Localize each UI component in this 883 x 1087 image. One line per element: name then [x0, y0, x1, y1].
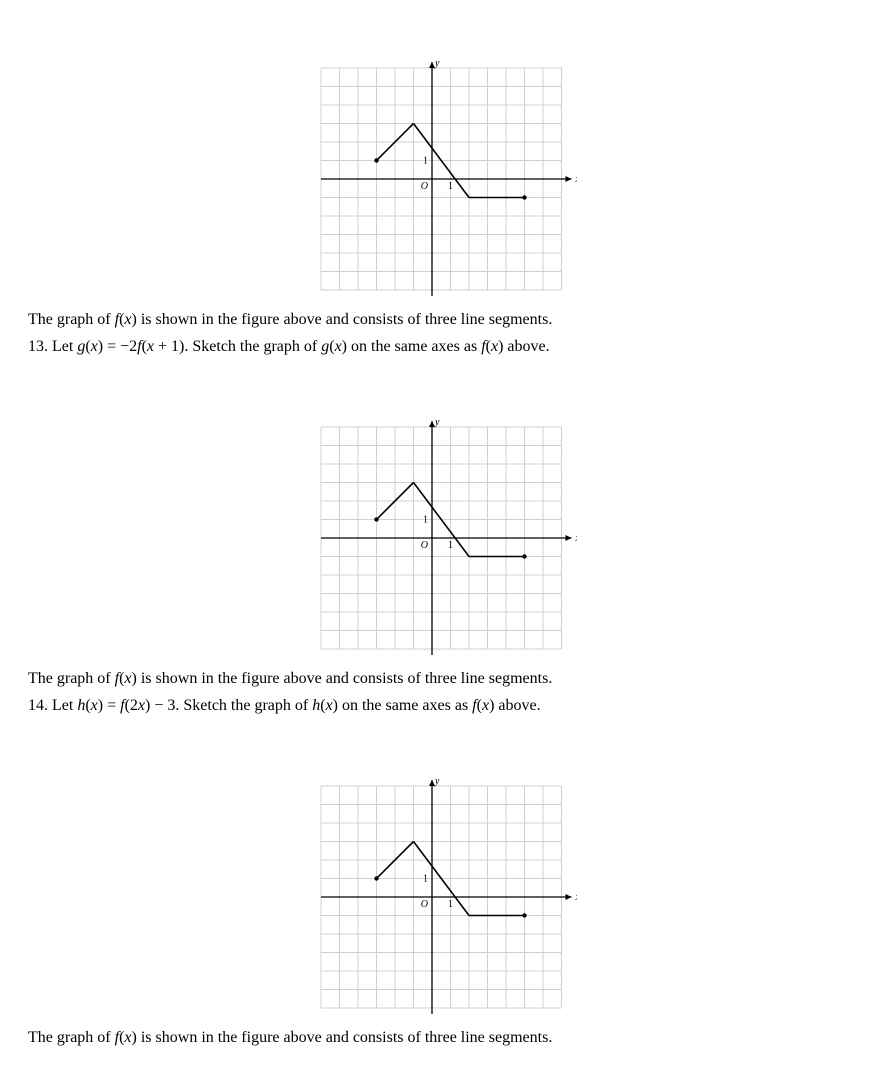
page: 1 1 Ox y The graph of f(x) is shown in the … [0, 0, 883, 1070]
caption-2: The graph of f(x) is shown in the figure… [28, 667, 855, 691]
problem-13-number: 13. [28, 338, 48, 355]
problem-14: 14. Let h(x) = f(2x) − 3. Sketch the gra… [28, 694, 855, 718]
svg-text:y: y [434, 778, 440, 787]
svg-text:O: O [421, 540, 428, 551]
chart-2-wrap: 1 1 Ox y [28, 419, 855, 657]
chart-2: 1 1 Ox y [306, 419, 577, 657]
svg-text:y: y [434, 60, 440, 69]
svg-text:1: 1 [423, 156, 428, 167]
svg-text:1: 1 [423, 515, 428, 526]
caption-1: The graph of f(x) is shown in the figure… [28, 308, 855, 332]
svg-text:1: 1 [448, 899, 453, 910]
caption-2-tail: is shown in the figure above and consist… [141, 670, 552, 687]
svg-text:O: O [421, 181, 428, 192]
svg-text:1: 1 [448, 540, 453, 551]
chart-1: 1 1 Ox y [306, 60, 577, 298]
problem-14-number: 14. [28, 697, 48, 714]
problem-14-text: Let h(x) = f(2x) − 3. Sketch the graph o… [52, 697, 541, 714]
chart-3: 1 1 Ox y [306, 778, 577, 1016]
caption-3: The graph of f(x) is shown in the figure… [28, 1026, 855, 1050]
svg-text:1: 1 [423, 874, 428, 885]
caption-3-tail: is shown in the figure above and consist… [141, 1029, 552, 1046]
problem-13-text: Let g(x) = −2f(x + 1). Sketch the graph … [52, 338, 550, 355]
chart-3-wrap: 1 1 Ox y [28, 778, 855, 1016]
svg-text:x: x [575, 892, 577, 903]
caption-1-tail: is shown in the figure above and consist… [141, 311, 552, 328]
svg-text:x: x [575, 174, 577, 185]
svg-text:1: 1 [448, 181, 453, 192]
chart-1-wrap: 1 1 Ox y [28, 60, 855, 298]
svg-text:O: O [421, 899, 428, 910]
svg-text:x: x [575, 533, 577, 544]
problem-13: 13. Let g(x) = −2f(x + 1). Sketch the gr… [28, 335, 855, 359]
svg-text:y: y [434, 419, 440, 428]
